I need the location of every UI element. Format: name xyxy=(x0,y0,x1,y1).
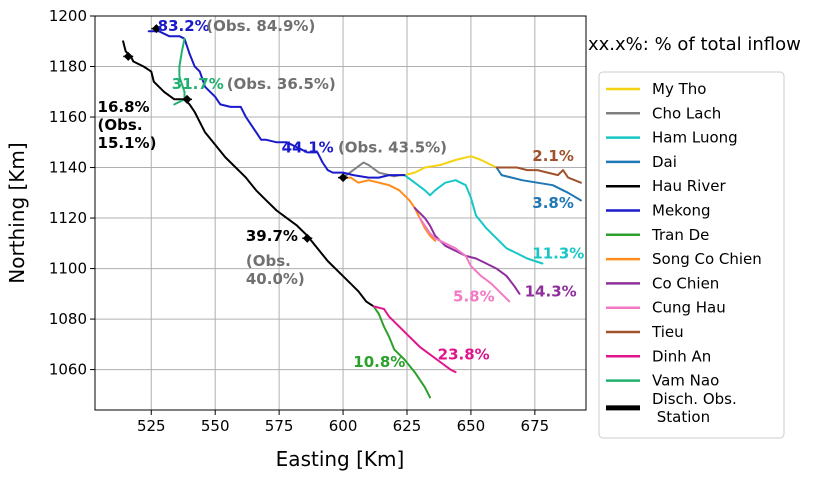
y-tick-label: 1080 xyxy=(49,310,87,328)
legend-label: Dai xyxy=(652,153,677,171)
legend-label: Cho Lach xyxy=(652,104,721,122)
legend-label: Dinh An xyxy=(652,347,711,365)
series-song-co-chien xyxy=(342,176,437,242)
annotation-label: 23.8% xyxy=(438,345,490,363)
legend-label: Hau River xyxy=(652,177,726,195)
y-tick-label: 1060 xyxy=(49,361,87,379)
annotation-label: 11.3% xyxy=(532,244,584,262)
annotation-label: 44.1% xyxy=(282,138,334,156)
annotation-label: (Obs. 43.5%) xyxy=(338,138,447,156)
series-co-chien xyxy=(413,206,521,295)
legend-label: Tieu xyxy=(651,323,684,341)
annotation-label: 10.8% xyxy=(353,353,405,371)
annotations: 83.2%(Obs. 84.9%)31.7% (Obs. 36.5%)16.8%(… xyxy=(98,17,585,371)
x-tick-label: 650 xyxy=(457,417,486,435)
y-tick-label: 1200 xyxy=(49,7,87,25)
x-axis-label: Easting [Km] xyxy=(276,447,405,471)
legend-label: My Tho xyxy=(652,80,706,98)
axis-ticks: 525 550 575 600 625 650 675 1060 1080 1100 1120 114… xyxy=(49,7,549,435)
series-tran-de xyxy=(372,305,431,399)
legend-label-station: Disch. Obs. xyxy=(652,390,737,408)
annotation-label: 14.3% xyxy=(525,282,577,300)
y-tick-label: 1140 xyxy=(49,159,87,177)
series-tieu xyxy=(495,166,582,184)
x-tick-label: 625 xyxy=(393,417,422,435)
annotation-label: 40.0%) xyxy=(246,270,305,288)
series-my-tho xyxy=(403,155,498,177)
legend-label: Co Chien xyxy=(652,274,719,292)
annotation-label: 15.1%) xyxy=(98,134,157,152)
station-markers xyxy=(123,24,349,243)
annotation-label: (Obs. xyxy=(246,252,291,270)
grid xyxy=(95,15,586,410)
series-ham-luong xyxy=(403,174,544,265)
y-tick-label: 1180 xyxy=(49,58,87,76)
x-tick-label: 600 xyxy=(329,417,358,435)
annotation-label: (Obs. 84.9%) xyxy=(206,17,315,35)
series-dinh-an xyxy=(372,305,457,374)
legend-label: Vam Nao xyxy=(652,372,719,390)
x-tick-label: 575 xyxy=(265,417,294,435)
y-tick-label: 1100 xyxy=(49,260,87,278)
legend-label: Mekong xyxy=(652,202,711,220)
y-tick-label: 1160 xyxy=(49,108,87,126)
x-tick-label: 675 xyxy=(521,417,550,435)
annotation-label: 3.8% xyxy=(532,194,574,212)
series-cung-hau xyxy=(418,217,511,303)
legend-frame xyxy=(598,71,785,439)
legend-label: Song Co Chien xyxy=(652,250,762,268)
annotation-label: 31.7% xyxy=(172,75,224,93)
series-mekong xyxy=(147,30,406,179)
legend-label: Ham Luong xyxy=(652,129,738,147)
legend-heading: xx.x%: % of total inflow xyxy=(588,34,801,55)
annotation-label: 5.8% xyxy=(453,287,495,305)
legend: My Tho Cho Lach Ham Luong Dai Hau River Mekon… xyxy=(598,71,785,439)
annotation-label: 2.1% xyxy=(532,147,574,165)
annotation-label: (Obs. xyxy=(98,116,143,134)
y-axis-label: Northing [Km] xyxy=(5,142,29,283)
series-vam-nao xyxy=(173,37,186,106)
annotation-label: 16.8% xyxy=(98,98,150,116)
annotation-label: 83.2% xyxy=(158,17,210,35)
legend-label: Tran De xyxy=(651,226,709,244)
river-series xyxy=(122,30,582,399)
annotation-label: (Obs. 36.5%) xyxy=(227,75,336,93)
x-tick-label: 525 xyxy=(137,417,166,435)
annotation-label: 39.7% xyxy=(246,227,298,245)
legend-label: Cung Hau xyxy=(652,299,726,317)
series-hau-river xyxy=(122,40,375,308)
series-dai xyxy=(495,166,582,202)
y-tick-label: 1120 xyxy=(49,209,87,227)
x-tick-label: 550 xyxy=(201,417,230,435)
legend-label-station: Station xyxy=(652,408,710,426)
plot-frame xyxy=(94,15,587,411)
